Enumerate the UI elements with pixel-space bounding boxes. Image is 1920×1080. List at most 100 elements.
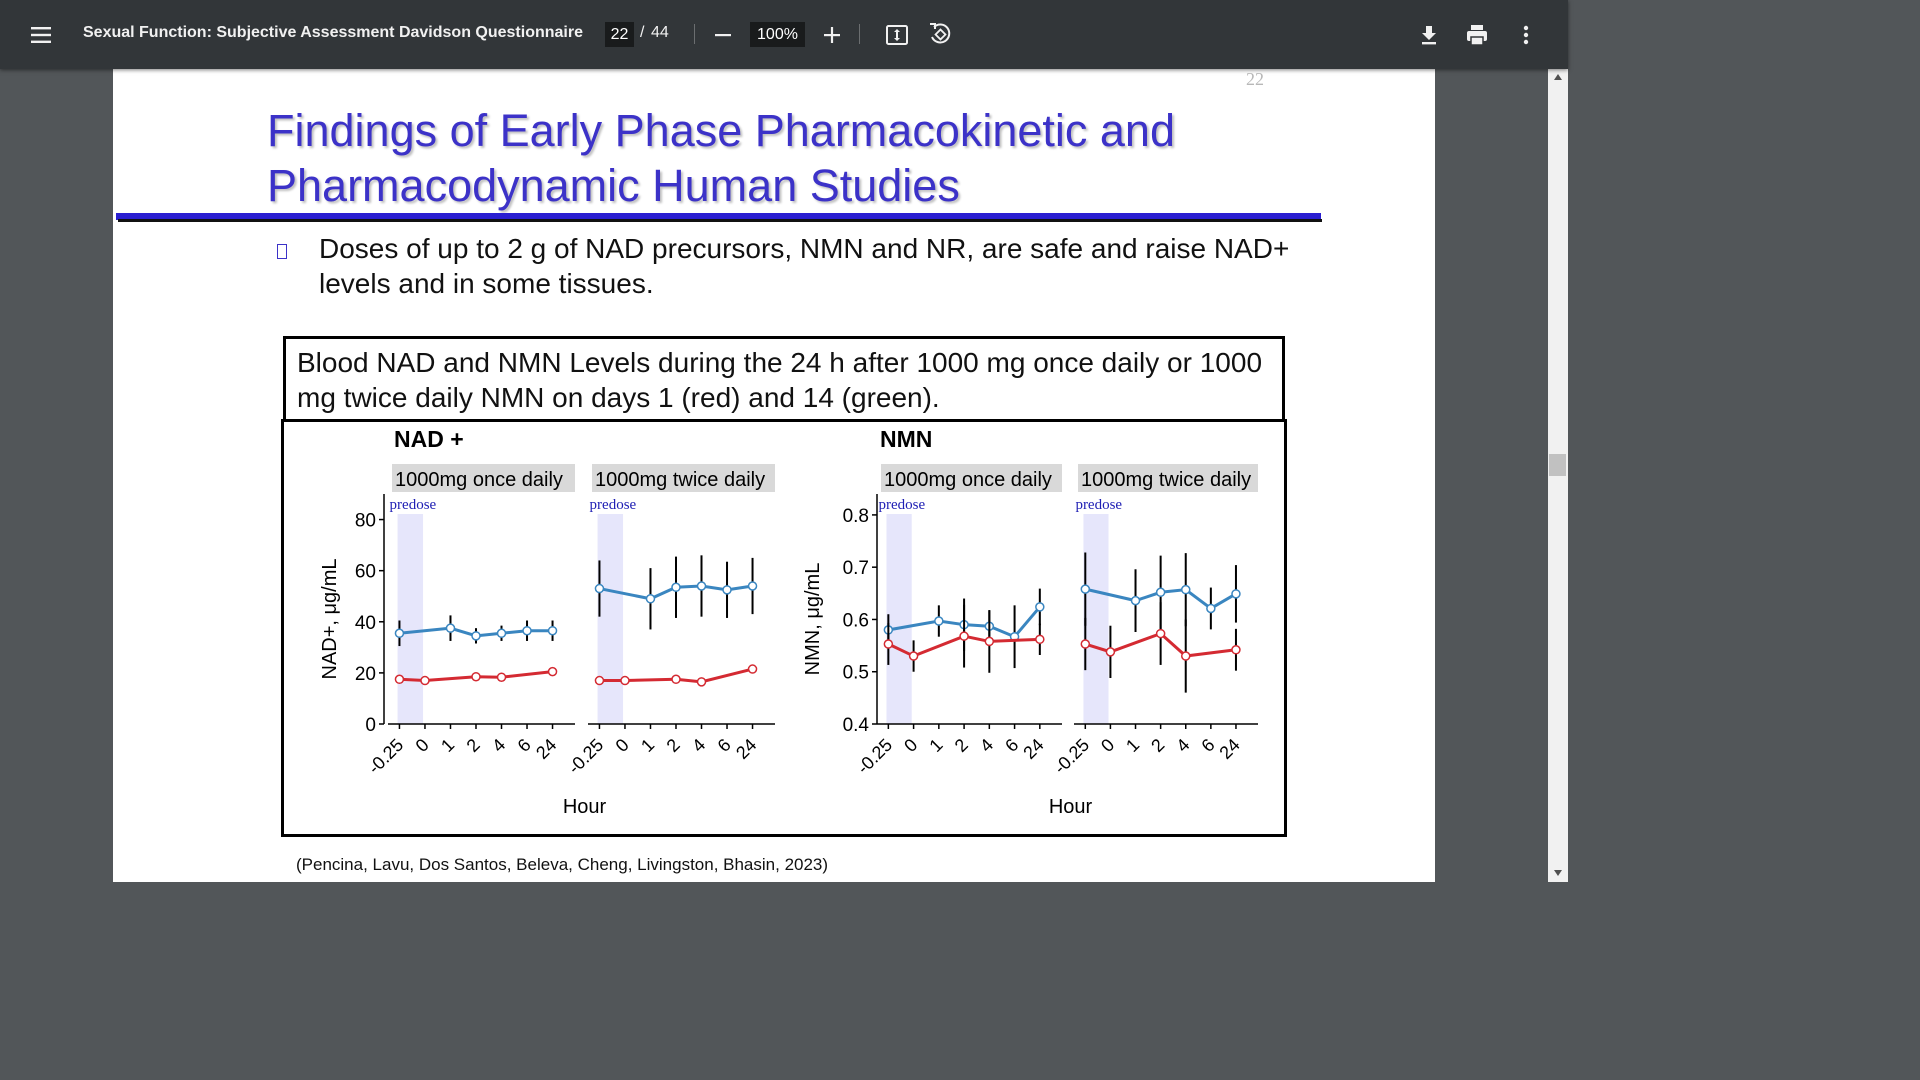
fit-page-button[interactable] bbox=[883, 21, 911, 49]
data-point-red bbox=[471, 671, 481, 682]
document-title: Sexual Function: Subjective Assessment D… bbox=[83, 24, 583, 41]
data-point-blue bbox=[1080, 584, 1091, 594]
download-button[interactable] bbox=[1415, 21, 1443, 49]
predose-label: predose bbox=[878, 497, 925, 513]
data-point-blue bbox=[471, 631, 481, 641]
data-point-blue bbox=[496, 628, 507, 639]
title-underline bbox=[116, 213, 1321, 220]
panel-label: 1000mg once daily bbox=[395, 469, 563, 491]
x-tick-label: 2 bbox=[1147, 735, 1168, 756]
data-point-blue bbox=[394, 628, 405, 639]
data-point-red bbox=[984, 636, 995, 647]
data-point-blue bbox=[934, 616, 944, 626]
more-vert-icon bbox=[1523, 25, 1529, 45]
zoom-level-input[interactable]: 100% bbox=[750, 22, 805, 47]
title-underline-shadow bbox=[118, 219, 1322, 222]
y-axis-label: NAD+, μg/mL bbox=[319, 558, 341, 679]
data-point-red bbox=[1105, 647, 1116, 657]
data-point-blue bbox=[547, 625, 558, 636]
data-point-red bbox=[1180, 651, 1191, 661]
x-tick-label: 0 bbox=[412, 735, 433, 756]
scroll-down-icon[interactable] bbox=[1553, 869, 1563, 877]
y-tick-label: 20 bbox=[355, 664, 376, 685]
y-tick-label: 40 bbox=[355, 613, 376, 634]
panel-strip bbox=[392, 464, 575, 492]
menu-button[interactable] bbox=[26, 20, 56, 50]
data-point-red bbox=[1155, 628, 1166, 639]
data-point-red bbox=[547, 666, 558, 677]
y-tick-label: 60 bbox=[355, 562, 376, 583]
predose-label: predose bbox=[390, 497, 437, 513]
print-icon bbox=[1467, 25, 1487, 46]
document-viewer: 22 Findings of Early Phase Pharmacokinet… bbox=[0, 69, 1568, 882]
x-tick-label: 4 bbox=[488, 735, 509, 756]
chart-title: NAD + bbox=[394, 426, 464, 452]
figure-caption-box: Blood NAD and NMN Levels during the 24 h… bbox=[283, 336, 1285, 424]
x-tick-label: 0 bbox=[612, 735, 633, 756]
panel-strip bbox=[1078, 464, 1258, 492]
data-point-blue bbox=[1231, 589, 1241, 599]
y-tick-label: 0 bbox=[365, 715, 376, 736]
series-line-blue bbox=[888, 605, 1041, 639]
x-tick-label: -0.25 bbox=[1050, 735, 1093, 778]
x-tick-label: 6 bbox=[1001, 735, 1022, 756]
x-axis-label: Hour bbox=[563, 796, 607, 818]
y-tick-label: 0.6 bbox=[843, 610, 869, 631]
scrollbar-thumb[interactable] bbox=[1549, 454, 1566, 476]
predose-label: predose bbox=[590, 497, 637, 513]
print-button[interactable] bbox=[1463, 21, 1491, 49]
x-tick-label: 2 bbox=[951, 735, 972, 756]
scroll-up-icon[interactable] bbox=[1553, 73, 1563, 81]
data-point-blue bbox=[671, 582, 681, 593]
chart-title: NMN bbox=[880, 426, 932, 452]
y-tick-label: 0.8 bbox=[843, 506, 869, 527]
rotate-button[interactable] bbox=[926, 20, 954, 48]
x-tick-label: -0.25 bbox=[364, 735, 407, 778]
page-separator: / bbox=[640, 24, 645, 41]
x-tick-label: 4 bbox=[976, 735, 997, 756]
data-point-blue bbox=[1206, 603, 1216, 614]
panel-label: 1000mg twice daily bbox=[1081, 469, 1251, 491]
x-axis-label: Hour bbox=[1049, 796, 1093, 818]
zoom-out-button[interactable] bbox=[710, 22, 736, 48]
toolbar-divider bbox=[859, 24, 860, 44]
predose-band bbox=[397, 514, 424, 724]
y-axis-label: NMN, μg/mL bbox=[802, 563, 824, 676]
data-point-blue bbox=[722, 585, 732, 595]
data-point-red bbox=[394, 674, 405, 685]
predose-band bbox=[597, 514, 624, 724]
y-tick-label: 0.5 bbox=[843, 663, 869, 684]
x-tick-label: 2 bbox=[463, 735, 484, 756]
data-point-red bbox=[696, 677, 707, 687]
figure-caption: Blood NAD and NMN Levels during the 24 h… bbox=[297, 347, 1263, 413]
data-point-red bbox=[671, 674, 681, 685]
x-tick-label: 1 bbox=[637, 735, 658, 756]
zoom-in-button[interactable] bbox=[819, 22, 845, 48]
bullet-text: Doses of up to 2 g of NAD precursors, NM… bbox=[319, 233, 1290, 299]
x-tick-label: 24 bbox=[1019, 735, 1047, 763]
pdf-page: 22 Findings of Early Phase Pharmacokinet… bbox=[113, 69, 1435, 882]
predose-label: predose bbox=[1075, 497, 1122, 513]
page-number-label: 22 bbox=[1246, 69, 1264, 89]
data-point-blue bbox=[1155, 587, 1166, 598]
page-number-input[interactable]: 22 bbox=[605, 22, 634, 47]
panel-strip bbox=[881, 464, 1062, 492]
data-point-red bbox=[420, 675, 430, 686]
x-tick-label: 6 bbox=[1197, 735, 1218, 756]
data-point-blue bbox=[1130, 595, 1141, 606]
x-tick-label: 0 bbox=[900, 735, 921, 756]
x-tick-label: 1 bbox=[1122, 735, 1143, 756]
x-tick-label: 4 bbox=[1172, 735, 1193, 756]
citation: (Pencina, Lavu, Dos Santos, Beleva, Chen… bbox=[296, 855, 829, 874]
x-tick-label: 24 bbox=[732, 735, 760, 763]
data-point-red bbox=[747, 664, 758, 674]
figure-panel: NAD + NAD+, μg/mL 0 20 40 60 80 Hour 1000mg once… bbox=[281, 419, 1287, 837]
x-tick-label: 1 bbox=[437, 735, 458, 756]
predose-band bbox=[1083, 514, 1109, 724]
data-point-blue bbox=[445, 623, 456, 633]
x-tick-label: 6 bbox=[714, 735, 735, 756]
more-options-button[interactable] bbox=[1513, 21, 1539, 49]
zoom-out-icon bbox=[715, 34, 731, 37]
data-point-red bbox=[594, 675, 605, 686]
